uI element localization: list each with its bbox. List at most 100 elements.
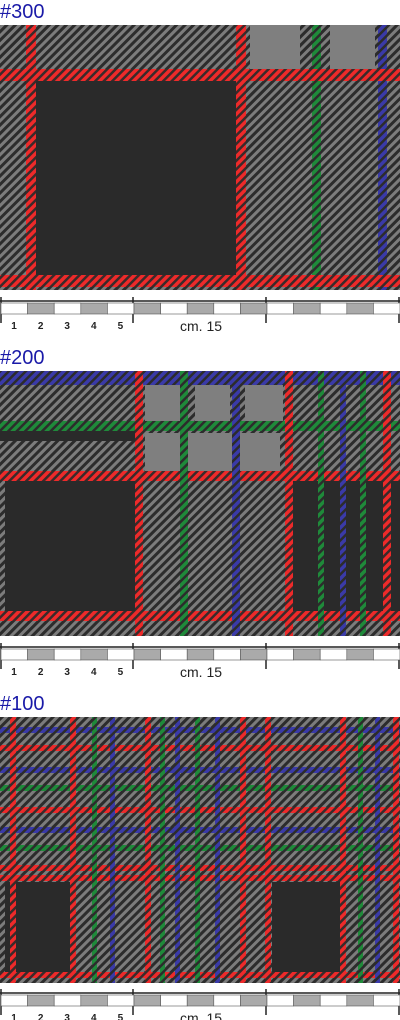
ruler-cell [80, 302, 108, 315]
ruler-cell [266, 302, 294, 315]
sett-band [145, 385, 180, 421]
ruler-mark: 5 [118, 667, 124, 678]
ruler-cell [346, 994, 374, 1007]
sett-band [318, 371, 324, 636]
ruler-cell [107, 302, 135, 315]
sett-band [312, 25, 321, 290]
sett-band [383, 371, 391, 636]
ruler-mark: 3 [64, 321, 70, 332]
sett-band [215, 717, 220, 983]
ruler-cell [160, 994, 188, 1007]
sett-band [375, 717, 380, 983]
swatch-label: #300 [0, 1, 45, 23]
ruler-mark: 4 [91, 667, 97, 678]
sett-band [35, 80, 240, 275]
swatch-label: #100 [0, 693, 45, 715]
sett-band [180, 371, 188, 636]
swatch: #200 1 2 3 4 5 cm. 15 [0, 347, 400, 680]
ruler-cell [133, 302, 161, 315]
sett-band [70, 717, 76, 983]
sett-band [195, 717, 200, 983]
ruler-cell [213, 648, 241, 661]
ruler-length: cm. 15 [180, 1010, 222, 1020]
ruler-cell [319, 302, 348, 315]
swatch-label: #200 [0, 347, 45, 369]
sett-band [393, 717, 399, 983]
ruler-cell [160, 648, 188, 661]
swatch: #100 1 2 3 4 5 cm. 15 [0, 693, 400, 1020]
ruler-mark: 4 [91, 1013, 97, 1020]
tartan-body [0, 371, 400, 636]
ruler-cell [186, 994, 215, 1007]
ruler-mark: 3 [64, 667, 70, 678]
ruler-mark: 3 [64, 1013, 70, 1020]
sett-band [0, 69, 400, 81]
sett-band [145, 433, 280, 471]
ruler-cell [27, 302, 55, 315]
sett-band [240, 717, 246, 983]
ruler-cell [133, 648, 161, 661]
sett-band [236, 25, 246, 290]
sett-band [135, 371, 143, 636]
ruler-cell [293, 302, 321, 315]
sett-band [378, 25, 387, 290]
ruler-cell [53, 302, 82, 315]
ruler-mark: 1 [11, 1013, 17, 1020]
ruler-cell [80, 994, 108, 1007]
ruler-cell [240, 648, 268, 661]
ruler-cell [240, 994, 268, 1007]
sett-band [340, 717, 346, 983]
sett-band [0, 371, 400, 385]
ruler-cell [240, 302, 268, 315]
ruler-cell [53, 994, 82, 1007]
ruler-cell [0, 302, 28, 315]
sett-band [5, 481, 135, 611]
sett-band [232, 371, 240, 636]
sett-band [250, 25, 300, 69]
ruler-cell [107, 648, 135, 661]
sett-band [92, 717, 97, 983]
ruler-cell [213, 994, 241, 1007]
sett-band [265, 717, 271, 983]
ruler-mark: 2 [38, 667, 44, 678]
sett-band [330, 25, 375, 69]
ruler-mark: 1 [11, 321, 17, 332]
sett-band [110, 717, 115, 983]
sett-band [358, 717, 363, 983]
ruler-cell [346, 648, 374, 661]
ruler-mark: 5 [118, 321, 124, 332]
tartan-body [0, 717, 400, 983]
sett-band [0, 431, 135, 441]
sett-band [160, 717, 165, 983]
ruler-length: cm. 15 [180, 318, 222, 334]
ruler-cell [266, 994, 294, 1007]
sett-band [0, 421, 400, 431]
ruler-length: cm. 15 [180, 664, 222, 680]
sett-band [10, 717, 16, 983]
ruler-cell [319, 648, 348, 661]
sett-band [145, 717, 151, 983]
sett-band [245, 385, 283, 421]
ruler-mark: 4 [91, 321, 97, 332]
ruler-cell [0, 994, 28, 1007]
sett-band [0, 275, 400, 287]
ruler-cell [0, 648, 28, 661]
sett-band [195, 385, 230, 421]
ruler-mark: 5 [118, 1013, 124, 1020]
ruler-mark: 2 [38, 321, 44, 332]
ruler-cell [53, 648, 82, 661]
tartan [0, 371, 400, 636]
ruler-cell [107, 994, 135, 1007]
ruler-cell [266, 648, 294, 661]
ruler-cell [319, 994, 348, 1007]
sett-band [26, 25, 36, 290]
ruler-cell [373, 994, 400, 1007]
tartan [0, 25, 400, 290]
sett-band [175, 717, 180, 983]
tartan-body [0, 25, 400, 290]
ruler-cell [346, 302, 374, 315]
tartan [0, 717, 400, 983]
sett-band [360, 371, 366, 636]
sett-band [0, 471, 400, 481]
